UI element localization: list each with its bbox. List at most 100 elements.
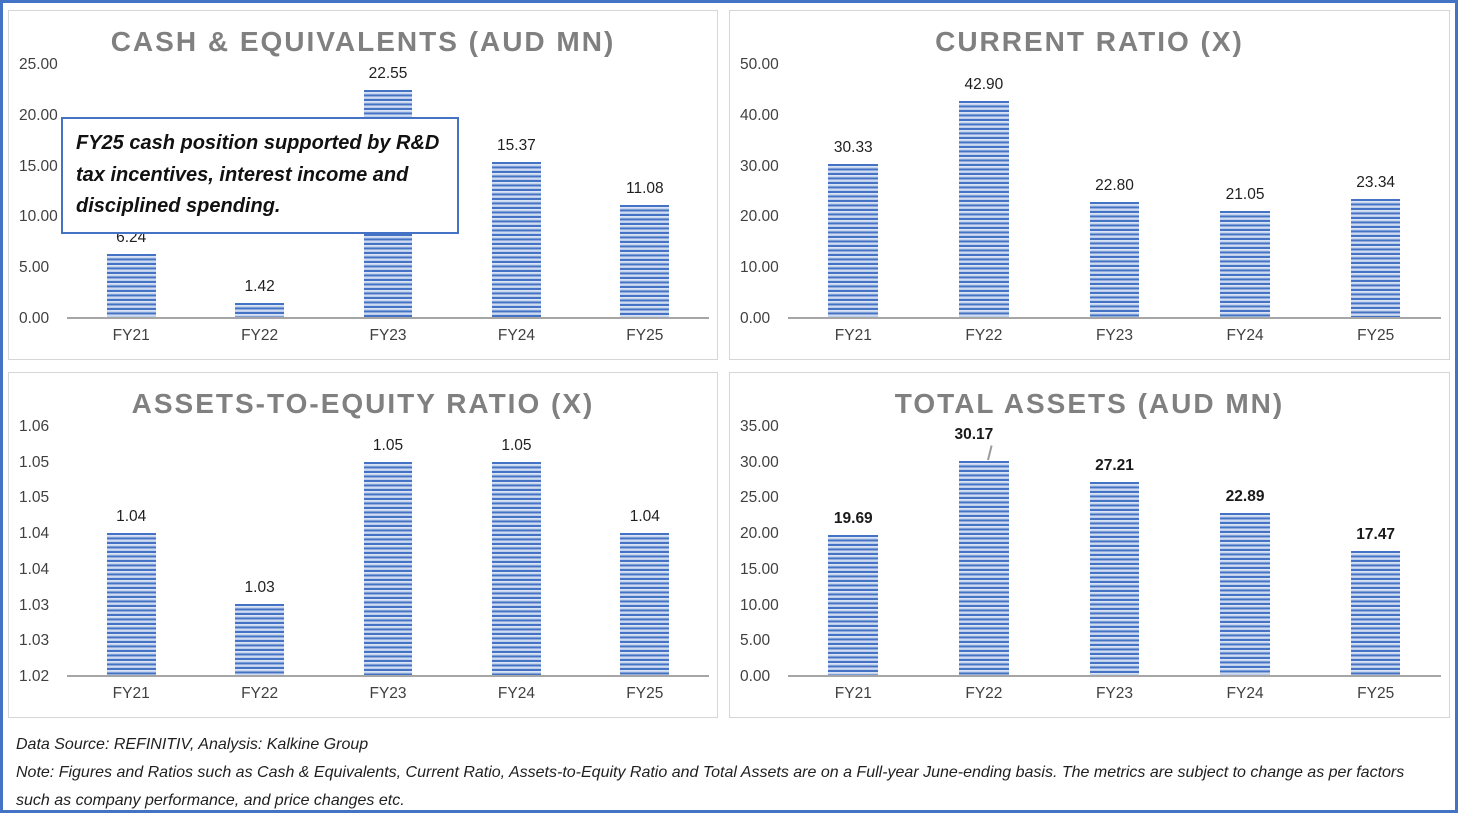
annotation-box: FY25 cash position supported by R&D tax … — [61, 117, 459, 234]
bar-column-fy21: 6.24 FY21 — [67, 65, 195, 344]
x-axis-category-label: FY23 — [369, 327, 407, 344]
y-axis-tick-label: 25.00 — [19, 56, 58, 73]
bar-fy21 — [828, 164, 879, 317]
x-axis-category-label: FY25 — [626, 327, 664, 344]
bar-value-label: 22.80 — [1095, 177, 1134, 195]
x-axis-category-label: FY21 — [112, 685, 150, 702]
y-axis-tick-label: 1.04 — [19, 560, 50, 578]
plot-area: 1.04 FY21 1.03 FY22 1.05 FY23 1.05 FY24 1.04 FY25 — [67, 427, 709, 702]
bar-fy23 — [1089, 202, 1140, 317]
bar-fy22 — [959, 461, 1009, 675]
bar-value-label: 23.34 — [1356, 174, 1396, 192]
bar-fy22 — [959, 100, 1009, 317]
bar-column-fy21: 30.33 FY21 — [788, 65, 919, 344]
y-axis-tick-label: 20.00 — [740, 525, 779, 543]
bar-value-label: 17.47 — [1356, 526, 1396, 544]
y-axis-tick-label: 50.00 — [740, 56, 779, 73]
bar-series: 19.69 FY21 30.17 FY22 27.21 FY23 22.89 FY24 17.4… — [788, 426, 1441, 702]
y-axis-tick-label: 0.00 — [740, 668, 771, 685]
y-axis-tick-label: 1.05 — [19, 453, 50, 471]
x-axis-category-label: FY24 — [497, 685, 535, 702]
bar-column-fy22: 30.17 FY22 — [919, 426, 1050, 702]
y-axis-tick-label: 30.00 — [740, 453, 779, 471]
x-axis-category-label: FY21 — [834, 685, 872, 702]
bar-column-fy22: 1.42 FY22 — [195, 65, 323, 344]
bar-series: 1.04 FY21 1.03 FY22 1.05 FY23 1.05 FY24 1.04 FY25 — [67, 427, 709, 702]
bar-value-label: 21.05 — [1225, 185, 1265, 203]
bar-value-label: 30.17 — [954, 426, 994, 444]
y-axis-tick-label: 1.03 — [19, 596, 50, 614]
x-axis-category-label: FY25 — [1357, 685, 1395, 702]
x-axis-category-label: FY25 — [626, 685, 664, 702]
bar-column-fy25: 23.34 FY25 — [1310, 65, 1441, 344]
y-axis-tick-label: 0.00 — [19, 310, 50, 327]
y-axis-tick-label: 15.00 — [19, 157, 58, 175]
y-axis-tick-label: 1.05 — [19, 489, 50, 507]
y-axis-tick-label: 1.06 — [19, 418, 50, 435]
bar-column-fy24: 21.05 FY24 — [1180, 65, 1311, 344]
y-axis-tick-label: 1.03 — [19, 632, 50, 650]
bar-column-fy25: 1.04 FY25 — [581, 427, 709, 702]
y-axis: 0.00 10.00 20.00 30.00 40.00 50.00 — [740, 56, 786, 327]
bar-column-fy25: 11.08 FY25 — [581, 65, 709, 344]
bar-fy21 — [828, 535, 879, 675]
bar-fy24 — [492, 462, 541, 675]
bar-series: 30.33 FY21 42.90 FY22 22.80 FY23 21.05 FY24 23.3… — [788, 65, 1441, 344]
bar-fy22 — [235, 302, 284, 317]
bar-fy23 — [1089, 482, 1140, 675]
chart-panel-assets-to-equity: ASSETS-TO-EQUITY RATIO (X) 1.02 1.03 1.03 1… — [8, 372, 718, 718]
y-axis-tick-label: 5.00 — [740, 632, 771, 650]
x-axis-category-label: FY22 — [241, 685, 279, 702]
bar-fy24 — [492, 162, 541, 317]
y-axis-tick-label: 20.00 — [19, 106, 58, 124]
bar-value-label: 1.05 — [372, 437, 404, 455]
bar-value-label: 42.90 — [964, 75, 1004, 93]
footer-source: Data Source: REFINITIV, Analysis: Kalkin… — [16, 736, 369, 753]
y-axis: 0.00 5.00 10.00 15.00 20.00 25.00 30.00 35.00 — [740, 418, 786, 685]
bar-column-fy21: 1.04 FY21 — [67, 427, 195, 702]
bar-column-fy22: 42.90 FY22 — [919, 65, 1050, 344]
bar-value-label: 30.33 — [833, 139, 873, 157]
y-axis: 0.00 5.00 10.00 15.00 20.00 25.00 — [19, 56, 65, 327]
bar-column-fy24: 15.37 FY24 — [452, 65, 580, 344]
y-axis-tick-label: 10.00 — [740, 596, 779, 614]
bar-value-label: 1.04 — [116, 508, 147, 526]
chart-title: TOTAL ASSETS (AUD MN) — [894, 388, 1285, 419]
bar-value-label: 1.42 — [244, 277, 275, 295]
y-axis-tick-label: 0.00 — [740, 310, 771, 327]
x-axis-category-label: FY22 — [965, 685, 1003, 702]
bar-fy21 — [106, 533, 156, 675]
bar-fy24 — [1220, 210, 1270, 317]
y-axis-tick-label: 5.00 — [19, 259, 50, 277]
chart-panel-cash-equivalents: CASH & EQUIVALENTS (AUD MN) 0.00 5.00 10.0… — [8, 10, 718, 360]
x-axis-category-label: FY25 — [1357, 327, 1395, 344]
y-axis-tick-label: 15.00 — [740, 560, 779, 578]
plot-area: 19.69 FY21 30.17 FY22 27.21 FY23 22.89 FY24 17.4… — [788, 426, 1441, 702]
bar-value-label: 1.04 — [629, 508, 660, 526]
bar-value-label: 1.03 — [244, 579, 275, 597]
x-axis-category-label: FY24 — [497, 327, 535, 344]
bar-fy25 — [1350, 551, 1401, 675]
bar-value-label: 27.21 — [1095, 457, 1134, 475]
bar-value-label: 1.05 — [501, 437, 532, 455]
leader-line — [986, 445, 992, 461]
bar-column-fy24: 1.05 FY24 — [452, 427, 580, 702]
x-axis-category-label: FY22 — [965, 327, 1003, 344]
bar-value-label: 22.89 — [1225, 487, 1265, 505]
bar-value-label: 15.37 — [497, 137, 536, 155]
y-axis-tick-label: 1.02 — [19, 668, 50, 685]
y-axis-tick-label: 1.04 — [19, 525, 50, 543]
x-axis-category-label: FY21 — [834, 327, 872, 344]
bar-fy22 — [235, 604, 284, 675]
chart-title: CASH & EQUIVALENTS (AUD MN) — [110, 26, 616, 57]
bar-fy25 — [1350, 199, 1401, 317]
bar-value-label: 19.69 — [833, 510, 873, 528]
bar-fy23 — [363, 462, 413, 675]
x-axis-category-label: FY24 — [1226, 327, 1264, 344]
bar-column-fy23: 1.05 FY23 — [324, 427, 452, 702]
y-axis-tick-label: 10.00 — [19, 208, 58, 226]
footer-note: Note: Figures and Ratios such as Cash & … — [16, 764, 1405, 809]
bar-value-label: 11.08 — [626, 180, 664, 198]
bar-column-fy23: 22.80 FY23 — [1049, 65, 1180, 344]
